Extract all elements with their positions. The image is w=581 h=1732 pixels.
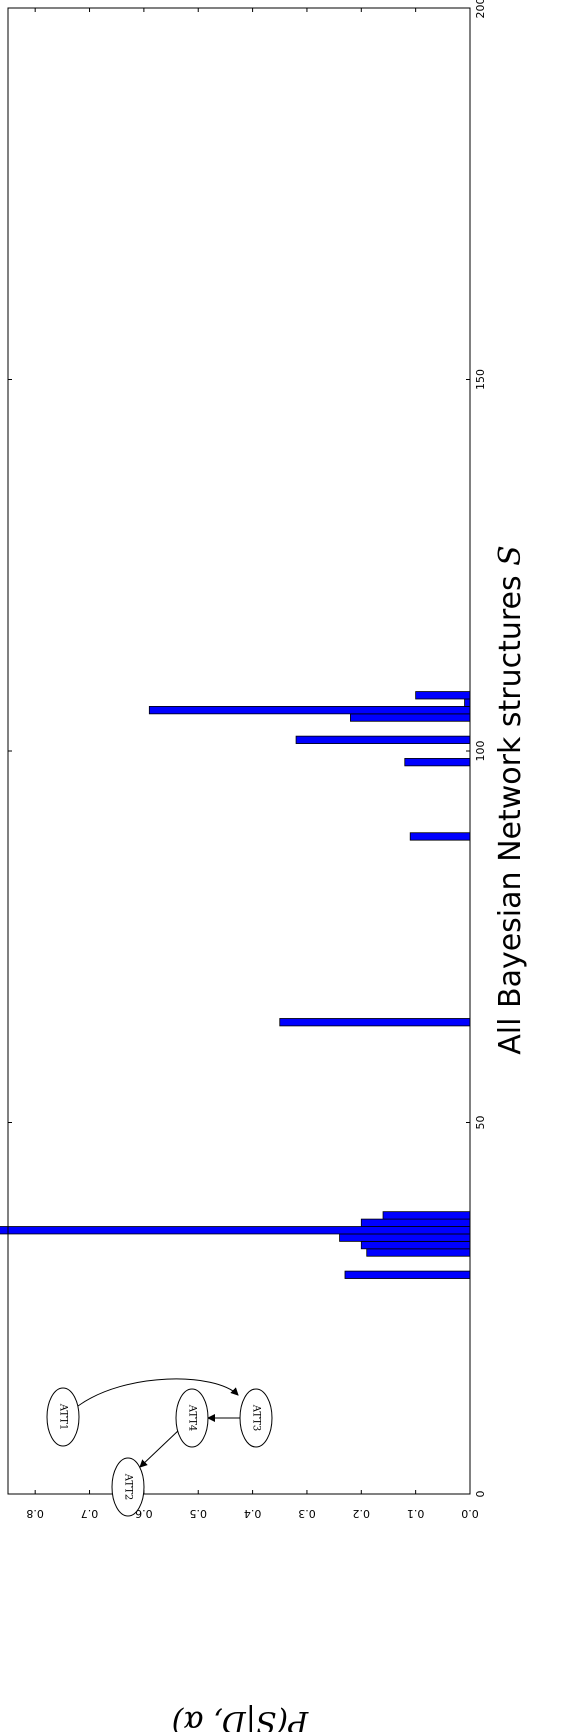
y-tick-label: 0.2 <box>353 1507 371 1520</box>
bar <box>350 713 471 722</box>
edge-att4-att2 <box>139 1428 181 1468</box>
bar <box>339 1233 471 1242</box>
bar <box>344 1270 471 1279</box>
node-att1-label: ATT1 <box>58 1403 69 1431</box>
x-axis-title-text: All Bayesian Network structures <box>493 575 528 1054</box>
node-att3-label: ATT3 <box>251 1404 262 1432</box>
bar <box>464 698 471 707</box>
y-tick-label: 0.0 <box>461 1507 479 1520</box>
bar <box>382 1211 471 1220</box>
y-tick-label: 0.8 <box>26 1507 44 1520</box>
bar <box>366 1248 471 1257</box>
edge-att1-att3 <box>77 1378 239 1407</box>
x-tick-label: 0 <box>474 1491 487 1498</box>
bar <box>295 735 471 744</box>
bar <box>148 706 471 715</box>
node-att2-label: ATT2 <box>123 1473 134 1501</box>
bar <box>360 1240 471 1250</box>
y-tick-label: 0.1 <box>407 1507 425 1520</box>
node-att3 <box>239 1388 273 1448</box>
y-axis-title: P(S|D, α) <box>172 1704 310 1732</box>
bar <box>279 1018 471 1027</box>
inset-network-diagram: ATT1 ATT2 ATT3 ATT4 <box>46 1378 273 1517</box>
x-tick-label: 50 <box>474 1116 487 1130</box>
bar <box>415 691 471 700</box>
x-ticks-group: 0 50 100 150 200 <box>8 0 487 1498</box>
bar <box>0 1226 471 1235</box>
node-att4-label: ATT4 <box>187 1404 198 1432</box>
y-tick-label: 0.6 <box>135 1507 153 1520</box>
bar <box>360 1218 471 1227</box>
plot-frame <box>7 7 471 1495</box>
y-tick-label: 0.7 <box>81 1507 99 1520</box>
y-ticks-group: 0.0 0.1 0.2 0.3 0.4 0.5 0.6 0.7 0.8 <box>26 8 479 1520</box>
node-att4 <box>175 1388 209 1448</box>
y-tick-label: 0.5 <box>189 1507 207 1520</box>
node-att2 <box>111 1457 145 1517</box>
x-tick-label: 200 <box>474 0 487 19</box>
bar <box>409 832 471 841</box>
x-axis-title: All Bayesian Network structures S <box>493 545 528 1054</box>
node-att1 <box>46 1387 80 1447</box>
x-tick-label: 150 <box>474 369 487 390</box>
x-axis-title-symbol: S <box>493 545 528 566</box>
x-tick-label: 100 <box>474 741 487 762</box>
y-tick-label: 0.3 <box>298 1507 316 1520</box>
y-tick-label: 0.4 <box>244 1507 262 1520</box>
bar <box>404 758 471 767</box>
